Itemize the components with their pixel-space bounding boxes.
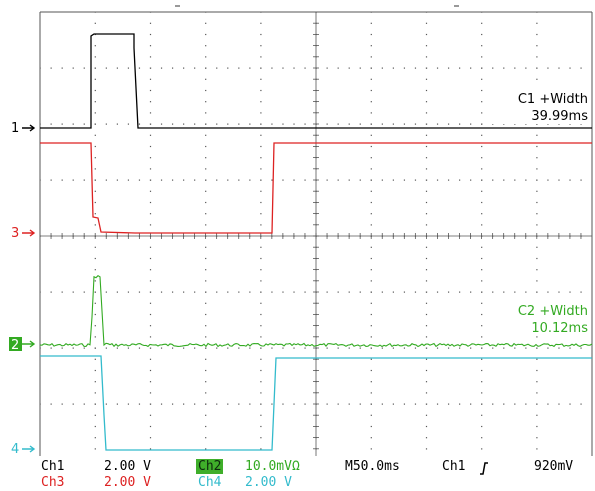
ch3-ground-marker[interactable]: 3 (11, 226, 36, 241)
ch3-trace (40, 142, 592, 234)
ch2-ground-marker[interactable]: 2 (9, 337, 36, 353)
timebase[interactable]: M50.0ms (345, 459, 400, 474)
ch1-ground-marker[interactable]: 1 (11, 121, 36, 136)
ch1-label[interactable]: Ch1 (41, 459, 65, 474)
status-bar: Ch1 2.00 V Ch2 10.0mVΩ M50.0ms Ch1 920mV… (0, 456, 595, 491)
ch1-scale: 2.00 V (104, 459, 151, 474)
svg-text:1: 1 (11, 121, 19, 136)
ch3-label[interactable]: Ch3 (41, 475, 65, 490)
measurement-c1-value: 39.99ms (531, 109, 588, 124)
ch4-scale: 2.00 V (245, 475, 292, 490)
trigger-slope-icon (479, 460, 489, 475)
ch4-ground-marker[interactable]: 4 (11, 442, 36, 457)
ch3-scale: 2.00 V (104, 475, 151, 490)
measurement-c2-width: C2 +Width 10.12ms (483, 298, 591, 336)
measurement-c1-width: C1 +Width 39.99ms (483, 86, 591, 124)
waveform-traces (39, 33, 593, 451)
measurement-c2-title: C2 +Width (518, 304, 588, 319)
ch2-trace (39, 275, 593, 348)
svg-text:3: 3 (11, 226, 19, 241)
ch4-label[interactable]: Ch4 (198, 475, 222, 490)
ch4-trace (40, 355, 592, 451)
ch1-trace (40, 33, 592, 129)
trigger-source[interactable]: Ch1 (442, 459, 466, 474)
ch2-label[interactable]: Ch2 (196, 459, 224, 474)
graticule (39, 11, 593, 461)
measurement-c2-value: 10.12ms (531, 321, 588, 336)
svg-text:2: 2 (11, 338, 19, 353)
ch2-scale: 10.0mVΩ (245, 459, 300, 474)
measurement-c1-title: C1 +Width (518, 92, 588, 107)
trigger-level[interactable]: 920mV (534, 459, 574, 474)
svg-text:4: 4 (11, 442, 19, 457)
